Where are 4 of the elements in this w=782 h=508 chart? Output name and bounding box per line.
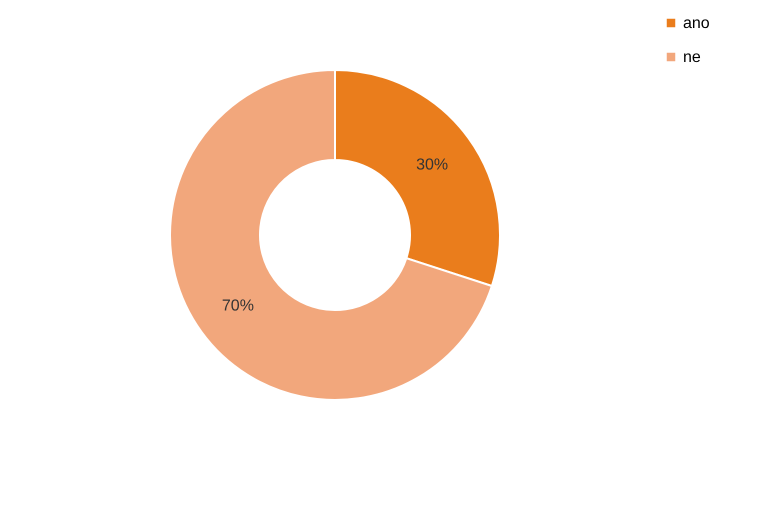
legend-label: ano [683,15,710,32]
data-label: 70% [222,298,254,315]
data-label: 30% [416,156,448,174]
legend-label: ne [683,49,701,66]
